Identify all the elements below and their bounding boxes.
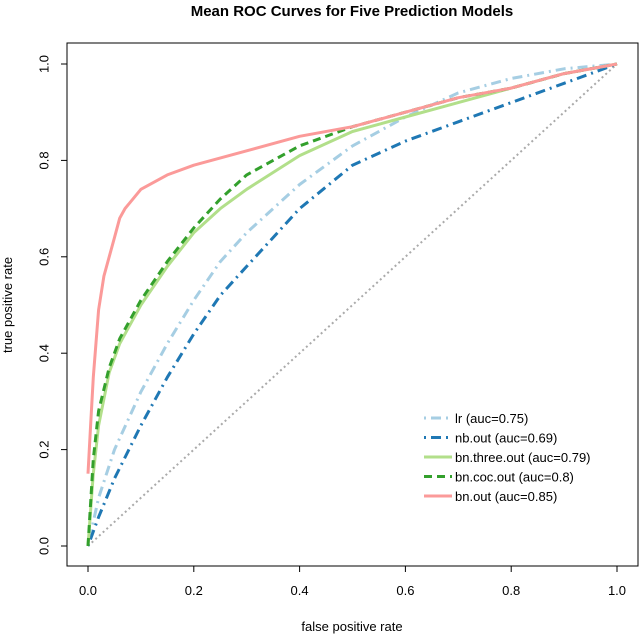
y-tick-label: 0.2 xyxy=(36,441,51,459)
legend: lr (auc=0.75) nb.out (auc=0.69) bn.three.o… xyxy=(424,411,591,504)
series-line-1 xyxy=(86,62,618,547)
legend-label-3: bn.coc.out (auc=0.8) xyxy=(455,470,574,485)
y-axis-label: true positive rate xyxy=(0,257,15,353)
legend-label-0: lr (auc=0.75) xyxy=(455,411,528,426)
legend-label-4: bn.out (auc=0.85) xyxy=(455,489,557,504)
series-line-2 xyxy=(86,62,618,547)
x-axis-label: false positive rate xyxy=(301,619,402,634)
diagonal-reference-line xyxy=(87,63,618,547)
y-axis: 0.0 0.2 0.4 0.6 0.8 1.0 xyxy=(36,55,68,555)
chart-title: Mean ROC Curves for Five Prediction Mode… xyxy=(191,3,514,20)
legend-label-2: bn.three.out (auc=0.79) xyxy=(455,450,591,465)
series-line-0 xyxy=(86,62,618,547)
x-tick-label: 0.0 xyxy=(79,583,97,598)
y-tick-label: 0.4 xyxy=(36,344,51,362)
x-tick-label: 0.6 xyxy=(396,583,414,598)
y-tick-label: 0.0 xyxy=(36,537,51,555)
y-tick-label: 0.8 xyxy=(36,151,51,169)
x-axis: 0.0 0.2 0.4 0.6 0.8 1.0 xyxy=(79,565,626,598)
x-tick-label: 1.0 xyxy=(608,583,626,598)
diagonal-layer xyxy=(87,63,618,547)
x-tick-label: 0.4 xyxy=(291,583,309,598)
plot-frame xyxy=(66,42,639,567)
x-tick-label: 0.2 xyxy=(185,583,203,598)
x-tick-label: 0.8 xyxy=(502,583,520,598)
series-layer xyxy=(86,62,618,547)
y-tick-label: 0.6 xyxy=(36,248,51,266)
series-line-4 xyxy=(86,62,618,474)
y-tick-label: 1.0 xyxy=(36,55,51,73)
legend-label-1: nb.out (auc=0.69) xyxy=(455,431,557,446)
